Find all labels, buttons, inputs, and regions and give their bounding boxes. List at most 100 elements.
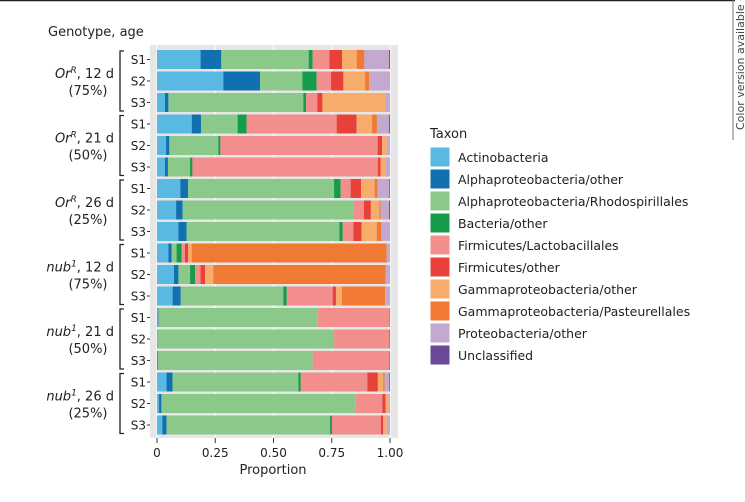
bar-segment-gammaproteobacteria-pasteurellales: [365, 71, 370, 91]
x-tick-label: 1.00: [377, 446, 404, 460]
bar-segment-alphaproteobacteria-rhodospirillales: [221, 50, 309, 69]
sample-label: S1: [131, 247, 146, 261]
bar-segment-bacteria-other: [303, 93, 307, 112]
genotype-superscript: R: [71, 195, 77, 205]
bar-segment-firmicutes-lactobacillales: [342, 222, 354, 241]
legend-swatch: [429, 146, 451, 168]
legend-swatch: [429, 278, 451, 300]
bar-segment-alphaproteobacteria-rhodospirillales: [178, 265, 191, 284]
sample-label: S1: [131, 118, 146, 132]
bar-segment-gammaproteobacteria-other: [356, 114, 373, 134]
bar-segment-firmicutes-lactobacillales: [331, 415, 381, 435]
bar-segment-firmicutes-other: [363, 200, 371, 220]
sample-label: S3: [131, 225, 146, 239]
sample-label: S2: [131, 204, 146, 218]
bar-segment-proteobacteria-other: [381, 222, 390, 241]
legend-swatch: [429, 234, 451, 256]
legend-label: Actinobacteria: [458, 150, 548, 165]
bar-segment-proteobacteria-other: [386, 415, 390, 435]
bar-segment-actinobacteria: [157, 222, 179, 241]
bar-segment-unclassified: [389, 179, 390, 198]
bar-segment-actinobacteria: [157, 157, 165, 177]
bar-segment-bacteria-other: [176, 243, 182, 263]
bar-segment-alphaproteobacteria-other: [159, 394, 162, 413]
group-bracket: [119, 50, 124, 112]
bar-segment-gammaproteobacteria-pasteurellales: [383, 372, 385, 392]
bar-segment-alphaproteobacteria-other: [168, 243, 172, 263]
sample-label: S2: [131, 333, 146, 347]
group-label: OrR, 26 d: [55, 195, 114, 211]
bar-segment-actinobacteria: [157, 50, 201, 69]
bar-segment-gammaproteobacteria-other: [383, 415, 387, 435]
sample-label: S2: [131, 139, 146, 153]
bar-segment-alphaproteobacteria-rhodospirillales: [201, 114, 238, 134]
bar-segment-proteobacteria-other: [385, 265, 390, 284]
legend-swatch: [429, 212, 451, 234]
bar-segment-alphaproteobacteria-rhodospirillales: [161, 394, 356, 413]
bar-segment-alphaproteobacteria-rhodospirillales: [158, 351, 313, 370]
x-tick-label: 0.25: [202, 446, 229, 460]
bar-segment-proteobacteria-other: [388, 394, 390, 413]
bar-segment-proteobacteria-other: [386, 136, 390, 155]
x-tick-label: 0: [153, 446, 161, 460]
bar-segment-unclassified: [389, 50, 390, 69]
bar-segment-bacteria-other: [308, 50, 313, 69]
legend-label: Proteobacteria/other: [458, 326, 588, 341]
bar-segment-alphaproteobacteria-other: [191, 114, 202, 134]
bar-segment-alphaproteobacteria-other: [178, 222, 187, 241]
bar-segment-firmicutes-other: [377, 157, 381, 177]
bar-segment-gammaproteobacteria-other: [361, 179, 375, 198]
bar-segment-proteobacteria-other: [380, 200, 390, 220]
bar-segment-firmicutes-lactobacillales: [353, 200, 364, 220]
group-bracket: [119, 308, 124, 370]
y-axis-title: Genotype, age: [48, 25, 144, 40]
genotype-superscript: 1: [71, 324, 77, 334]
bar-segment-alphaproteobacteria-rhodospirillales: [259, 71, 303, 91]
age: , 26 d: [77, 196, 114, 211]
bar-segment-actinobacteria: [157, 200, 177, 220]
bar-segment-proteobacteria-other: [385, 286, 390, 306]
bar-segment-bacteria-other: [334, 179, 341, 198]
bar-segment-gammaproteobacteria-pasteurellales: [356, 50, 365, 69]
bar-segment-firmicutes-other: [336, 114, 357, 134]
legend-swatch: [429, 190, 451, 212]
age: , 21 d: [77, 132, 114, 147]
bar-segment-alphaproteobacteria-rhodospirillales: [186, 222, 340, 241]
legend-label: Alphaproteobacteria/other: [458, 172, 624, 187]
bar-segment-proteobacteria-other: [377, 179, 390, 198]
bar-segment-firmicutes-lactobacillales: [246, 114, 337, 134]
bar-segment-bacteria-other: [298, 372, 301, 392]
group-label: OrR, 21 d: [55, 131, 114, 147]
genotype-superscript: R: [71, 66, 77, 76]
bar-segment-alphaproteobacteria-other: [172, 286, 181, 306]
legend-label: Firmicutes/Lactobacillales: [458, 238, 619, 253]
group-label: nub1, 21 d: [46, 324, 114, 340]
sample-label: S1: [131, 182, 146, 196]
legend-swatch: [429, 256, 451, 278]
bar-segment-unclassified: [389, 114, 390, 134]
group-bracket: [119, 179, 124, 241]
legend-label: Bacteria/other: [458, 216, 548, 231]
group-percent: (25%): [68, 407, 107, 422]
legend-swatch: [429, 300, 451, 322]
group-percent: (25%): [68, 213, 107, 228]
legend-label: Gammaproteobacteria/other: [458, 282, 638, 297]
bar-segment-firmicutes-lactobacillales: [220, 136, 378, 155]
bar-segment-gammaproteobacteria-other: [385, 394, 389, 413]
age: , 21 d: [77, 325, 114, 340]
bar-segment-gammaproteobacteria-pasteurellales: [372, 114, 377, 134]
sample-label: S1: [131, 311, 146, 325]
group-bracket: [119, 243, 124, 306]
bar-segment-alphaproteobacteria-other: [174, 265, 179, 284]
group-percent: (50%): [68, 149, 107, 164]
bar-segment-alphaproteobacteria-rhodospirillales: [168, 93, 304, 112]
sample-label: S1: [131, 53, 146, 67]
bar-segment-firmicutes-lactobacillales: [355, 394, 383, 413]
sample-label: S3: [131, 419, 146, 433]
bar-segment-actinobacteria: [157, 114, 192, 134]
bar-segment-unclassified: [389, 200, 390, 220]
group-label: OrR, 12 d: [55, 66, 114, 82]
bar-segment-firmicutes-other: [389, 329, 390, 349]
sample-label: S3: [131, 290, 146, 304]
genotype-superscript: 1: [71, 260, 77, 270]
